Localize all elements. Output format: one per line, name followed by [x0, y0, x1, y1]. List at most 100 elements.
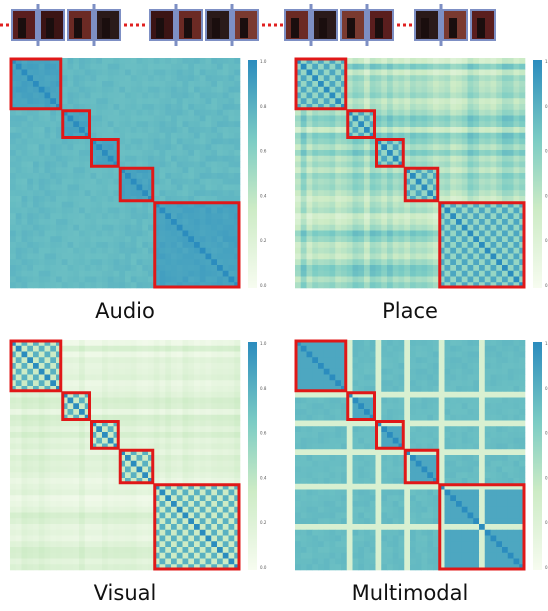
heatmap-cell [502, 185, 508, 191]
heatmap-cell [108, 265, 114, 271]
heatmap-cell [223, 524, 229, 530]
heatmap-cell [68, 357, 74, 363]
heatmap-cell [335, 208, 341, 214]
heatmap-cell [335, 127, 341, 133]
heatmap-cell [102, 225, 108, 231]
heatmap-cell [171, 449, 177, 455]
heatmap-cell [234, 340, 240, 346]
heatmap-cell [519, 70, 525, 76]
heatmap-cell [194, 536, 200, 542]
heatmap-cell [211, 518, 217, 524]
heatmap-cell [301, 167, 307, 173]
heatmap-cell [102, 179, 108, 185]
heatmap-cell [381, 173, 387, 179]
heatmap-cell [353, 58, 359, 64]
heatmap-cell [125, 432, 131, 438]
heatmap-cell [27, 202, 33, 208]
heatmap-cell [171, 185, 177, 191]
heatmap-cell [62, 501, 68, 507]
heatmap-cell [234, 190, 240, 196]
heatmap-cell [468, 98, 474, 104]
heatmap-cell [22, 392, 28, 398]
heatmap-cell [68, 449, 74, 455]
heatmap-cell [45, 121, 51, 127]
heatmap-cell [462, 340, 468, 346]
heatmap-cell [79, 98, 85, 104]
heatmap-cell [229, 472, 235, 478]
heatmap-cell [171, 196, 177, 202]
heatmap-cell [211, 438, 217, 444]
heatmap-cell [211, 70, 217, 76]
heatmap-cell [358, 225, 364, 231]
heatmap-cell [335, 144, 341, 150]
heatmap-cell [22, 507, 28, 513]
heatmap-cell [16, 352, 22, 358]
heatmap-cell [91, 225, 97, 231]
heatmap-cell [33, 271, 39, 277]
heatmap-cell [16, 139, 22, 145]
heatmap-cell [330, 110, 336, 116]
heatmap-cell [502, 81, 508, 87]
heatmap-cell [194, 64, 200, 70]
heatmap-cell [165, 185, 171, 191]
heatmap-cell [68, 461, 74, 467]
heatmap-cell [85, 236, 91, 242]
heatmap-cell [108, 507, 114, 513]
heatmap-cell [341, 265, 347, 271]
heatmap-cell [148, 150, 154, 156]
heatmap-cell [200, 513, 206, 519]
heatmap-cell [45, 64, 51, 70]
heatmap-cell [142, 490, 148, 496]
heatmap-cell [330, 116, 336, 122]
heatmap-cell [85, 467, 91, 473]
heatmap-cell [62, 282, 68, 288]
heatmap-cell [160, 75, 166, 81]
heatmap-cell [183, 472, 189, 478]
heatmap-cell [62, 219, 68, 225]
heatmap-cell [68, 70, 74, 76]
heatmap-cell [131, 58, 137, 64]
heatmap-cell [387, 340, 393, 346]
heatmap-cell [85, 75, 91, 81]
heatmap-cell [160, 208, 166, 214]
heatmap-cell [91, 449, 97, 455]
heatmap-cell [142, 340, 148, 346]
heatmap-cell [410, 93, 416, 99]
heatmap-cell [194, 248, 200, 254]
heatmap-cell [68, 426, 74, 432]
heatmap-cell [341, 248, 347, 254]
heatmap-cell [85, 449, 91, 455]
heatmap-cell [131, 495, 137, 501]
heatmap-cell [79, 409, 85, 415]
heatmap-cell [295, 259, 301, 265]
heatmap-cell [485, 144, 491, 150]
heatmap-cell [171, 121, 177, 127]
heatmap-cell [335, 352, 341, 358]
heatmap-cell [131, 386, 137, 392]
heatmap-cell [194, 386, 200, 392]
heatmap-cell [16, 472, 22, 478]
heatmap-cell [171, 116, 177, 122]
heatmap-cell [234, 116, 240, 122]
heatmap-cell [200, 190, 206, 196]
heatmap-cell [301, 346, 307, 352]
heatmap-cell [62, 271, 68, 277]
heatmap-cell [347, 265, 353, 271]
heatmap-cell [148, 490, 154, 496]
heatmap-cell [108, 415, 114, 421]
heatmap-cell [79, 231, 85, 237]
heatmap-cell [50, 121, 56, 127]
heatmap-cell [485, 98, 491, 104]
heatmap-cell [211, 340, 217, 346]
heatmap-cell [148, 64, 154, 70]
heatmap-cell [125, 472, 131, 478]
heatmap-cell [416, 64, 422, 70]
heatmap-cell [229, 541, 235, 547]
heatmap-cell [91, 375, 97, 381]
heatmap-cell [183, 248, 189, 254]
heatmap-cell [22, 70, 28, 76]
heatmap-cell [410, 259, 416, 265]
heatmap-cell [491, 162, 497, 168]
heatmap-cell [217, 530, 223, 536]
heatmap-cell [381, 58, 387, 64]
